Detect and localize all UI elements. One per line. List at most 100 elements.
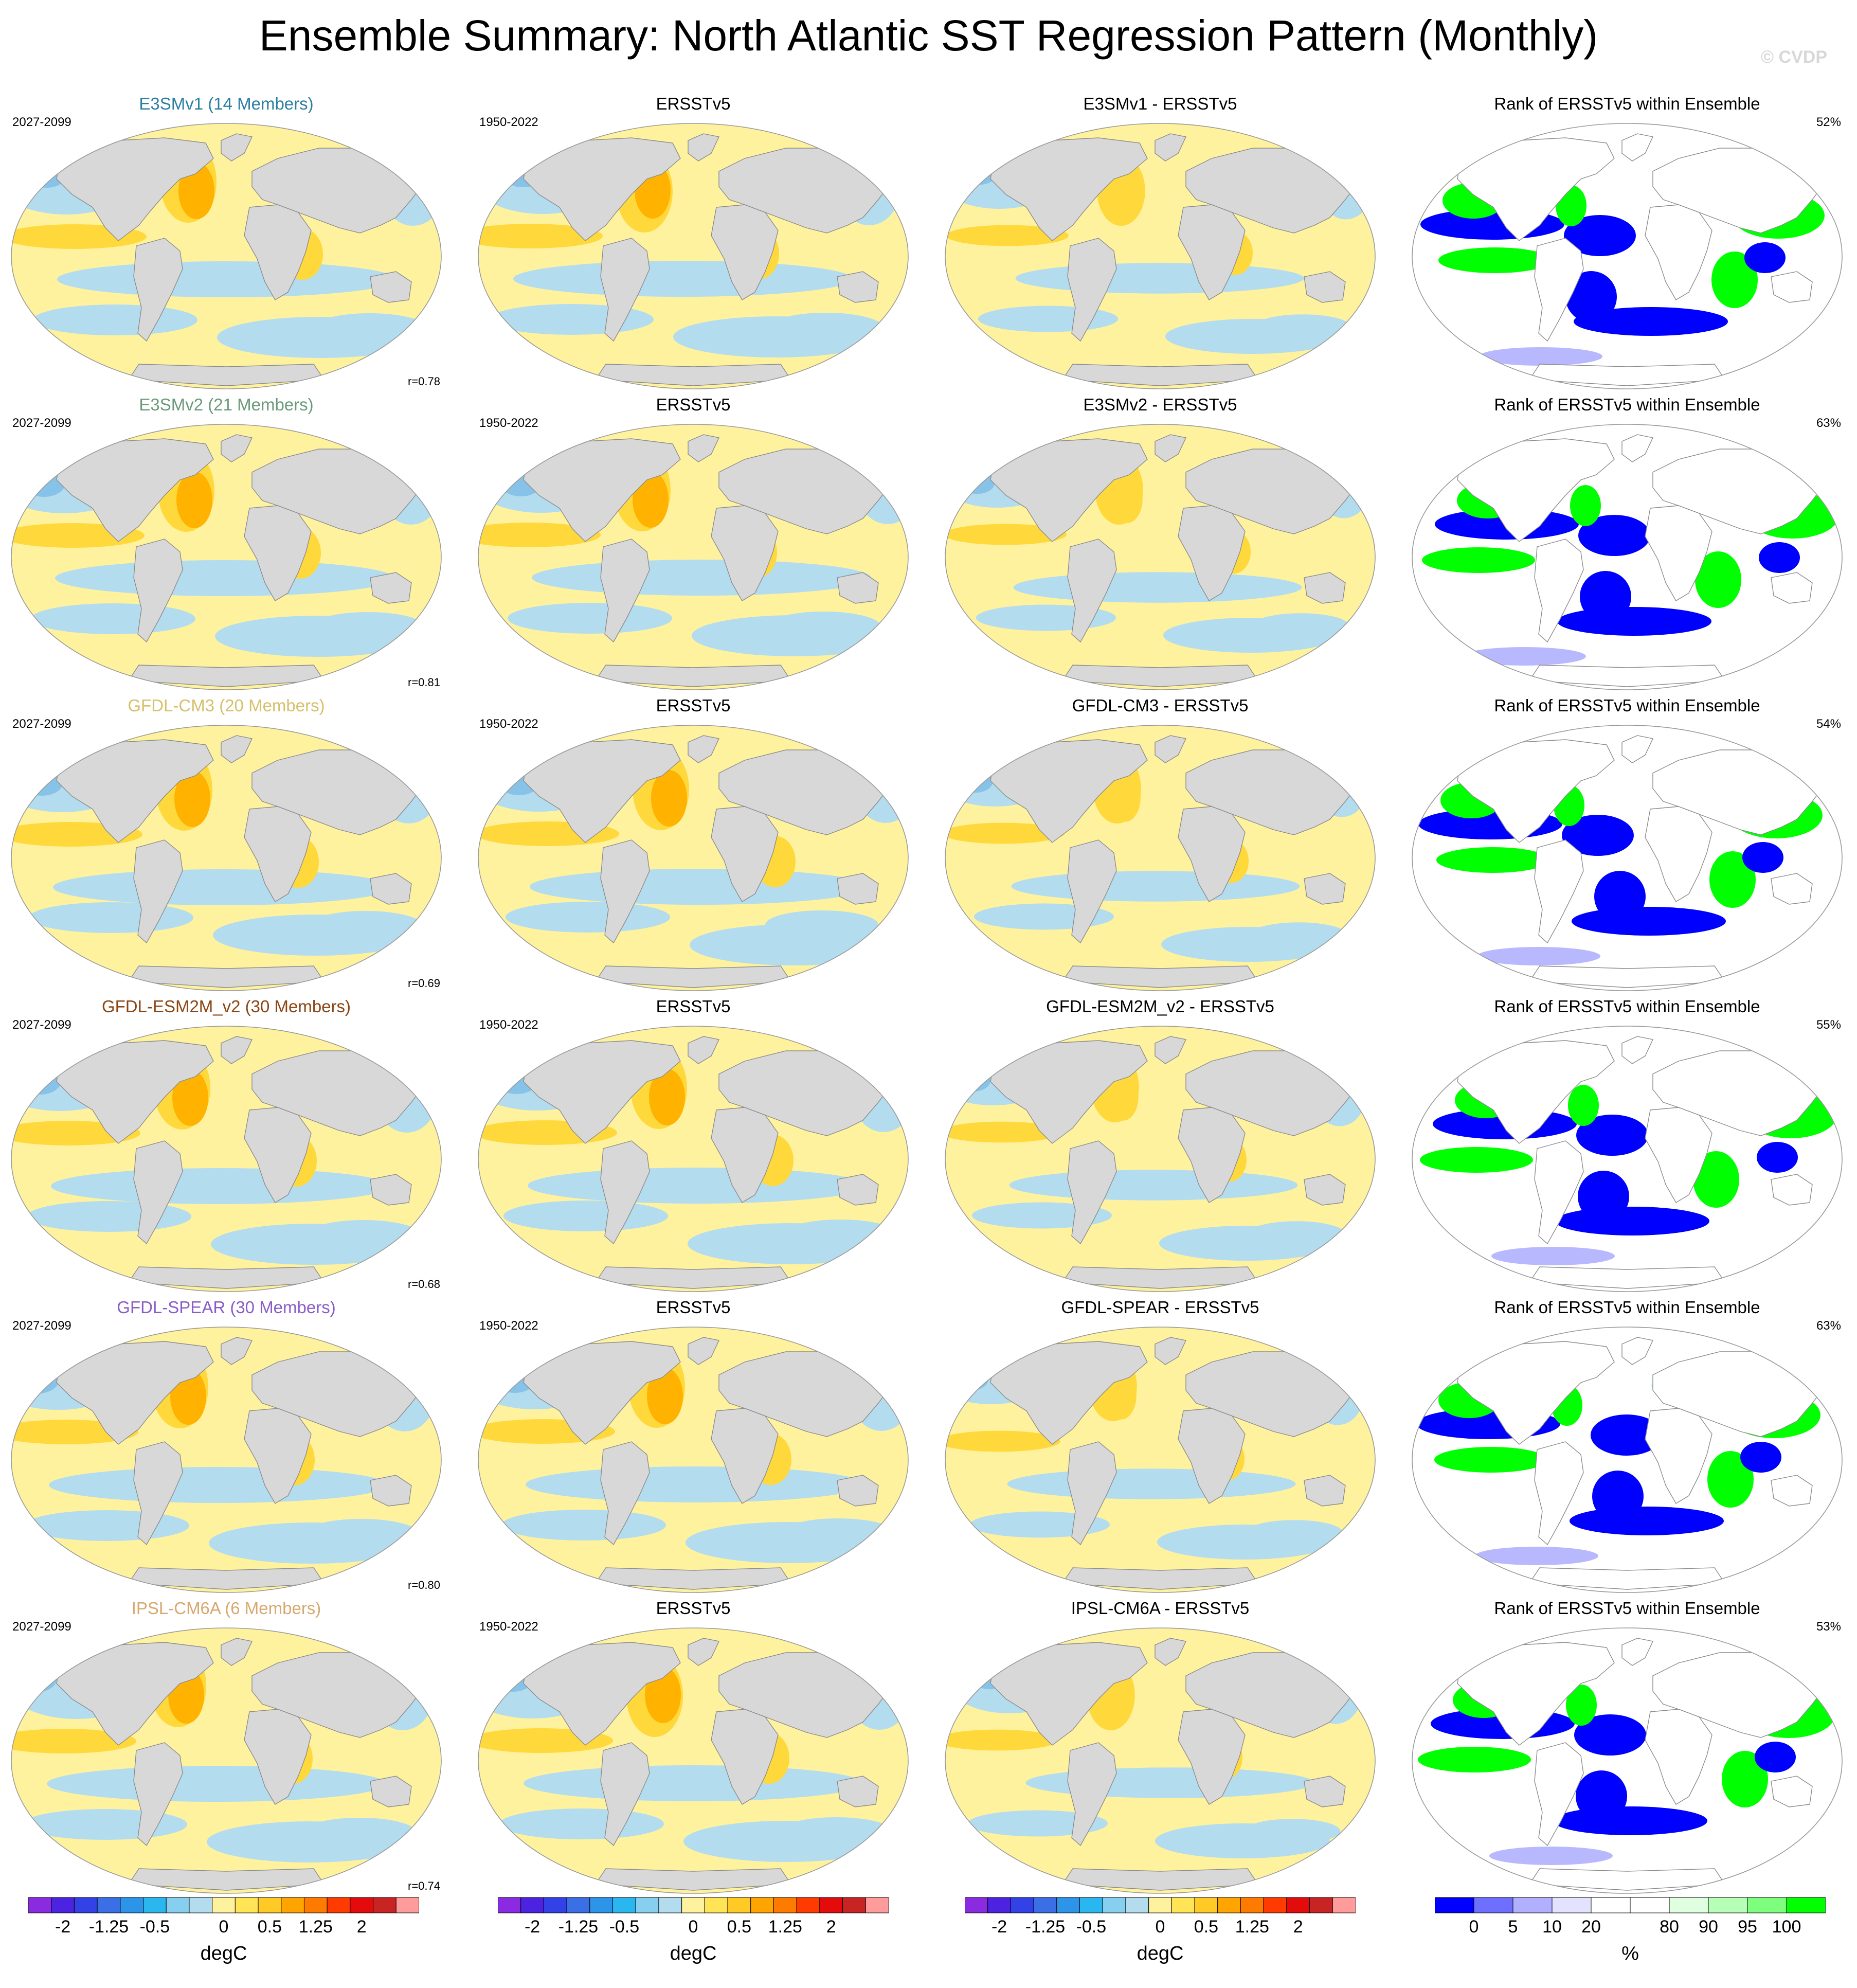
map-frame	[10, 122, 442, 392]
colorbar-swatch	[303, 1897, 328, 1913]
pattern-correlation: r=0.68	[408, 1278, 440, 1291]
colorbar-tick-label: 100	[1772, 1917, 1801, 1937]
colorbar-swatch	[1263, 1897, 1287, 1913]
sst-map	[11, 725, 442, 991]
sst-map	[11, 1327, 442, 1593]
map-frame	[477, 1326, 909, 1596]
map-frame	[477, 1025, 909, 1295]
colorbar-tick-label: 1.25	[1235, 1917, 1269, 1937]
panel-obs-row-6: ERSSTv5 1950-2022	[472, 1597, 914, 1898]
rank-percent: 54%	[1816, 717, 1841, 731]
colorbar-swatch	[750, 1897, 774, 1913]
pattern-correlation: r=0.74	[408, 1879, 440, 1892]
colorbar-tick-label: 0.5	[727, 1917, 751, 1937]
colorbar-tick-label: -1.25	[1025, 1917, 1066, 1937]
colorbar-swatch	[1552, 1897, 1592, 1913]
map-frame	[1411, 1627, 1843, 1897]
colorbar-swatch	[258, 1897, 282, 1913]
panel-obs-row-2: ERSSTv5 1950-2022	[472, 393, 914, 694]
sst-map	[945, 123, 1376, 389]
panel-title: GFDL-CM3 - ERSSTv5	[1072, 696, 1249, 715]
sst-map	[478, 1627, 909, 1894]
rank-map	[1412, 725, 1843, 991]
panel-model-row-3: GFDL-CM3 (20 Members) 2027-2099 r=0.69	[5, 694, 447, 995]
map-frame	[10, 423, 442, 693]
colorbar-swatch	[212, 1897, 236, 1913]
panel-diff-row-6: IPSL-CM6A - ERSSTv5	[939, 1597, 1381, 1898]
colorbar-swatch	[1217, 1897, 1241, 1913]
colorbar-swatch	[1708, 1897, 1748, 1913]
map-frame	[10, 724, 442, 994]
sst-map	[11, 123, 442, 389]
colorbar-swatch	[635, 1897, 659, 1913]
map-frame	[944, 1627, 1376, 1897]
rank-percent: 52%	[1816, 115, 1841, 129]
panel-rank-row-5: Rank of ERSSTv5 within Ensemble 63%	[1406, 1296, 1848, 1597]
colorbar-tick-label: 2	[357, 1917, 367, 1937]
map-frame	[10, 1025, 442, 1295]
panel-diff-row-4: GFDL-ESM2M_v2 - ERSSTv5	[939, 995, 1381, 1296]
colorbar-tick-label: -0.5	[140, 1917, 170, 1937]
map-frame	[477, 122, 909, 392]
rank-map	[1412, 1627, 1843, 1894]
colorbar-swatch	[327, 1897, 351, 1913]
rank-map	[1412, 1327, 1843, 1593]
colorbar-tick-label: 0	[1156, 1917, 1165, 1937]
rank-map	[1412, 123, 1843, 389]
panel-title: Rank of ERSSTv5 within Ensemble	[1494, 94, 1760, 113]
panel-title: Rank of ERSSTv5 within Ensemble	[1494, 1298, 1760, 1317]
panel-model-row-2: E3SMv2 (21 Members) 2027-2099 r=0.81	[5, 393, 447, 694]
panel-obs-row-3: ERSSTv5 1950-2022	[472, 694, 914, 995]
colorbar-tick-label: 80	[1660, 1917, 1679, 1937]
panel-diff-row-2: E3SMv2 - ERSSTv5	[939, 393, 1381, 694]
panel-title: ERSSTv5	[656, 696, 731, 715]
sst-map	[478, 725, 909, 991]
colorbar-swatch	[987, 1897, 1011, 1913]
colorbar-tick-label: 90	[1699, 1917, 1718, 1937]
sst-map	[945, 424, 1376, 690]
map-frame	[1411, 724, 1843, 994]
colorbar-tick-label: 1.25	[299, 1917, 333, 1937]
colorbar-tick-label: -0.5	[1076, 1917, 1107, 1937]
colorbar-swatch	[189, 1897, 213, 1913]
sst-map	[945, 725, 1376, 991]
map-frame	[1411, 1326, 1843, 1596]
panel-rank-row-3: Rank of ERSSTv5 within Ensemble 54%	[1406, 694, 1848, 995]
regression-colorbar: -2 -1.25 -0.5 0 0.5 1.25 2 degC	[498, 1895, 889, 1967]
regression-colorbar: -2 -1.25 -0.5 0 0.5 1.25 2 degC	[965, 1895, 1356, 1967]
colorbar-swatch	[143, 1897, 167, 1913]
panel-title: GFDL-CM3 (20 Members)	[128, 696, 325, 715]
colorbar-swatch	[1309, 1897, 1333, 1913]
pattern-correlation: r=0.81	[408, 676, 440, 689]
colorbar-swatch	[773, 1897, 797, 1913]
panel-obs-row-4: ERSSTv5 1950-2022	[472, 995, 914, 1296]
map-frame	[944, 724, 1376, 994]
panel-title: Rank of ERSSTv5 within Ensemble	[1494, 696, 1760, 715]
colorbar-unit: degC	[1137, 1943, 1184, 1964]
period-label: 1950-2022	[479, 115, 538, 129]
map-frame	[944, 1025, 1376, 1295]
colorbar-swatch	[612, 1897, 636, 1913]
panel-model-row-4: GFDL-ESM2M_v2 (30 Members) 2027-2099 r=0.6…	[5, 995, 447, 1296]
period-label: 2027-2099	[12, 1018, 71, 1032]
map-frame	[10, 1326, 442, 1596]
panel-rank-row-2: Rank of ERSSTv5 within Ensemble 63%	[1406, 393, 1848, 694]
panel-obs-row-1: ERSSTv5 1950-2022	[472, 93, 914, 393]
page-title: Ensemble Summary: North Atlantic SST Reg…	[259, 11, 1598, 60]
colorbar-swatch	[1240, 1897, 1264, 1913]
panel-title: ERSSTv5	[656, 997, 731, 1016]
panel-diff-row-1: E3SMv1 - ERSSTv5	[939, 93, 1381, 393]
panel-title: Rank of ERSSTv5 within Ensemble	[1494, 997, 1760, 1016]
colorbar-swatch	[395, 1897, 419, 1913]
colorbar-tick-label: -0.5	[609, 1917, 640, 1937]
colorbar-swatch	[1079, 1897, 1103, 1913]
panel-diff-row-3: GFDL-CM3 - ERSSTv5	[939, 694, 1381, 995]
colorbar-swatch	[1148, 1897, 1172, 1913]
period-label: 1950-2022	[479, 1018, 538, 1032]
colorbar-swatch	[28, 1897, 52, 1913]
panel-diff-row-5: GFDL-SPEAR - ERSSTv5	[939, 1296, 1381, 1597]
panel-title: ERSSTv5	[656, 1599, 731, 1618]
colorbar-swatch	[1194, 1897, 1218, 1913]
colorbar-swatch	[566, 1897, 590, 1913]
colorbar-unit: degC	[200, 1943, 247, 1964]
